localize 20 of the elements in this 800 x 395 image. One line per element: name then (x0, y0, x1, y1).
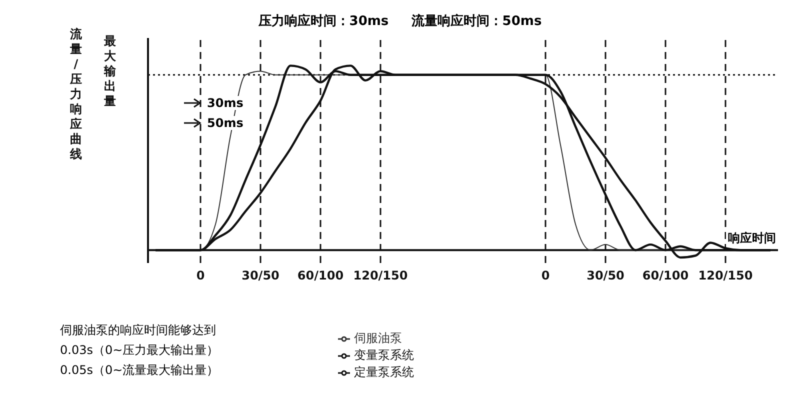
x-axis-title: 响应时间 (726, 230, 778, 247)
text: 0.05s（0~流量最大输出量） (60, 362, 219, 379)
annotation: 50ms (205, 116, 246, 130)
text: 流量/压力响应曲线 (70, 27, 82, 161)
text: 伺服油泵的响应时间能够达到 (60, 322, 217, 339)
x-tick-label: 30/50 (586, 268, 624, 283)
chart-title: 压力响应时间：30ms 流量响应时间：50ms (258, 14, 542, 29)
legend-label: 伺服油泵 (354, 331, 402, 345)
x-tick-label: 60/100 (297, 268, 344, 283)
x-tick-label: 120/150 (353, 268, 408, 283)
ref-line-label: 最大输出量 (103, 34, 117, 108)
text: 0.03s（0~压力最大输出量） (60, 342, 219, 359)
x-tick-label: 0 (541, 268, 550, 283)
x-tick-label: 60/100 (642, 268, 689, 283)
annotation: 30ms (205, 96, 246, 110)
legend-label: 定量泵系统 (354, 365, 414, 379)
legend-label: 变量泵系统 (354, 348, 414, 362)
x-tick-label: 120/150 (698, 268, 753, 283)
x-tick-label: 0 (196, 268, 205, 283)
x-tick-label: 30/50 (242, 268, 280, 283)
